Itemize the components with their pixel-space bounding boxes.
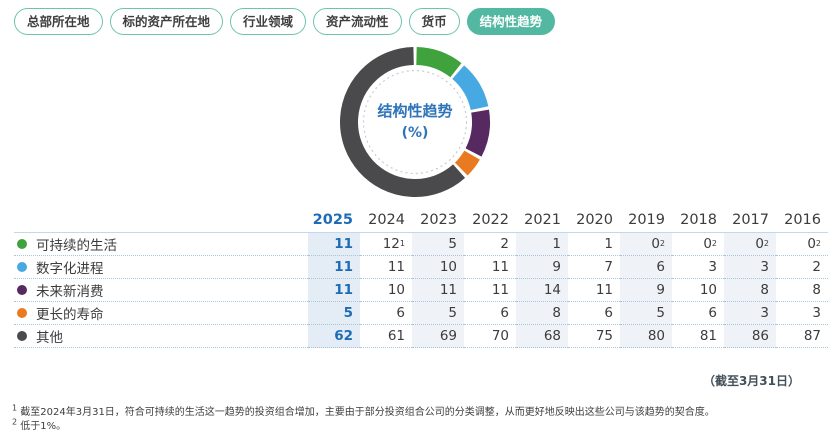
- filter-tab-3[interactable]: 行业领域: [230, 8, 307, 35]
- filter-tab-6[interactable]: 结构性趋势: [466, 8, 556, 35]
- value-2018-row5: 81: [672, 325, 724, 348]
- footnote-2: 2 低于1%。: [12, 417, 67, 432]
- value-2021-row4: 8: [516, 302, 568, 325]
- value-2019-row3: 9: [620, 279, 672, 302]
- footnote-1: 1 截至2024年3月31日，符合可持续的生活这一趋势的投资组合增加，主要由于部…: [12, 403, 715, 418]
- value-2023-row3: 11: [412, 279, 464, 302]
- year-header-2017: 2017: [724, 207, 776, 233]
- donut-segment-5: [340, 47, 490, 197]
- value-2020-row3: 11: [568, 279, 620, 302]
- trend-row-label: 其他: [14, 325, 308, 348]
- trend-table: 2025 2024 2023 2022 2021 2020 2019 2018 2017 2016…: [14, 207, 828, 348]
- value-2023-row4: 5: [412, 302, 464, 325]
- value-2023-row1: 5: [412, 233, 464, 256]
- filter-tab-2[interactable]: 标的资产所在地: [109, 8, 224, 35]
- value-2025-row4: 5: [308, 302, 360, 325]
- value-2017-row2: 3: [724, 256, 776, 279]
- value-2019-row4: 5: [620, 302, 672, 325]
- value-2025-row1: 11: [308, 233, 360, 256]
- donut-chart-svg: [340, 46, 490, 197]
- value-2022-row1: 2: [464, 233, 516, 256]
- value-2020-row2: 7: [568, 256, 620, 279]
- donut-segment-3: [340, 47, 490, 197]
- value-2021-row2: 9: [516, 256, 568, 279]
- value-2018-row3: 10: [672, 279, 724, 302]
- year-header-2018: 2018: [672, 207, 724, 233]
- donut-segment-1: [340, 47, 490, 197]
- trend-name: 其他: [36, 330, 63, 346]
- value-2016-row2: 2: [776, 256, 828, 279]
- donut-segment-2: [340, 46, 490, 197]
- filter-tab-1[interactable]: 总部所在地: [14, 8, 103, 35]
- year-header-2023: 2023: [412, 207, 464, 233]
- value-2020-row4: 6: [568, 302, 620, 325]
- value-2021-row3: 14: [516, 279, 568, 302]
- value-2021-row1: 1: [516, 233, 568, 256]
- value-2017-row4: 3: [724, 302, 776, 325]
- value-2018-row4: 6: [672, 302, 724, 325]
- trend-name: 未来新消费: [36, 284, 104, 300]
- value-2018-row2: 3: [672, 256, 724, 279]
- value-2017-row5: 86: [724, 325, 776, 348]
- donut-inner-dotted-ring: [362, 69, 468, 175]
- value-2020-row1: 1: [568, 233, 620, 256]
- donut-segment-4: [340, 47, 490, 197]
- year-header-2022: 2022: [464, 207, 516, 233]
- value-2024-row2: 11: [360, 256, 412, 279]
- year-header-2025: 2025: [308, 207, 360, 233]
- filter-tab-5[interactable]: 货币: [408, 8, 460, 35]
- trend-row-label: 可持续的生活: [14, 233, 308, 256]
- value-2024-row3: 10: [360, 279, 412, 302]
- legend-dot: [17, 285, 27, 295]
- trend-name: 更长的寿命: [36, 307, 104, 323]
- trend-row-label: 数字化进程: [14, 256, 308, 279]
- structural-trends-donut-chart: 结构性趋势 (%): [0, 41, 830, 203]
- year-header-2016: 2016: [776, 207, 828, 233]
- trend-row-label: 更长的寿命: [14, 302, 308, 325]
- legend-dot: [17, 239, 27, 249]
- value-2021-row5: 68: [516, 325, 568, 348]
- value-2016-row5: 87: [776, 325, 828, 348]
- trend-name: 数字化进程: [36, 261, 104, 277]
- trend-name: 可持续的生活: [36, 238, 117, 254]
- value-2025-row2: 11: [308, 256, 360, 279]
- footnotes: 1 截至2024年3月31日，符合可持续的生活这一趋势的投资组合增加，主要由于部…: [12, 403, 820, 433]
- value-2024-row1: 12 1: [360, 233, 412, 256]
- value-2024-row5: 61: [360, 325, 412, 348]
- value-2022-row3: 11: [464, 279, 516, 302]
- filter-tab-bar: 总部所在地 标的资产所在地 行业领域 资产流动性 货币 结构性趋势: [0, 0, 830, 35]
- value-2025-row3: 11: [308, 279, 360, 302]
- value-2023-row2: 10: [412, 256, 464, 279]
- value-2019-row2: 6: [620, 256, 672, 279]
- value-2016-row4: 3: [776, 302, 828, 325]
- year-header-2019: 2019: [620, 207, 672, 233]
- table-header-label-spacer: [14, 207, 308, 233]
- value-2022-row2: 11: [464, 256, 516, 279]
- value-2022-row5: 70: [464, 325, 516, 348]
- value-2024-row4: 6: [360, 302, 412, 325]
- trend-row-label: 未来新消费: [14, 279, 308, 302]
- legend-dot: [17, 308, 27, 318]
- value-2025-row5: 62: [308, 325, 360, 348]
- legend-dot: [17, 262, 27, 272]
- value-2019-row5: 80: [620, 325, 672, 348]
- year-header-2021: 2021: [516, 207, 568, 233]
- filter-tab-4[interactable]: 资产流动性: [313, 8, 402, 35]
- year-header-2024: 2024: [360, 207, 412, 233]
- legend-dot: [17, 331, 27, 341]
- value-2016-row3: 8: [776, 279, 828, 302]
- value-2017-row3: 8: [724, 279, 776, 302]
- value-2020-row5: 75: [568, 325, 620, 348]
- as-of-date-note: （截至3月31日）: [702, 374, 800, 388]
- year-header-2020: 2020: [568, 207, 620, 233]
- value-2022-row4: 6: [464, 302, 516, 325]
- value-2023-row5: 69: [412, 325, 464, 348]
